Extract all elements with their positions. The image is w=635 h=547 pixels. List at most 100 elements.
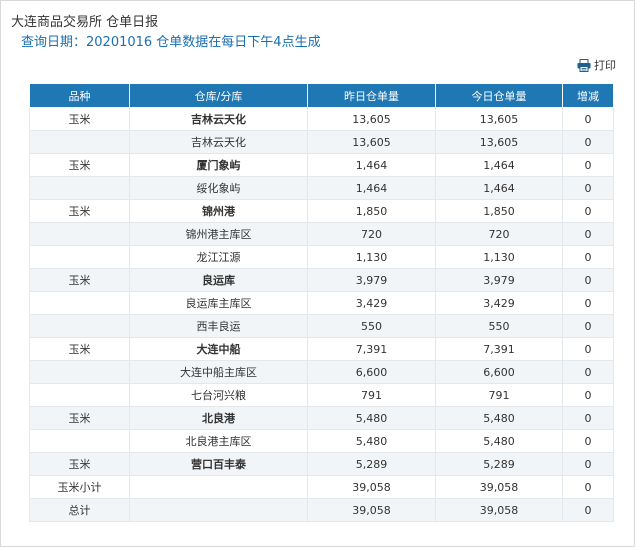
column-header-change: 增减 (562, 83, 614, 108)
cell-warehouse (129, 475, 308, 499)
cell-change: 0 (562, 222, 614, 246)
cell-change: 0 (562, 314, 614, 338)
print-label: 打印 (594, 59, 616, 72)
cell-variety: 玉米 (29, 406, 130, 430)
cell-change: 0 (562, 337, 614, 361)
table-row: 北良港主库区 5,480 5,480 0 (29, 429, 614, 453)
cell-warehouse: 营口百丰泰 (129, 452, 308, 476)
cell-today: 3,979 (435, 268, 563, 292)
cell-today: 39,058 (435, 498, 563, 522)
table-row: 玉米小计 39,058 39,058 0 (29, 475, 614, 499)
column-header-warehouse: 仓库/分库 (129, 83, 308, 108)
cell-variety: 玉米 (29, 199, 130, 223)
table-row: 玉米 营口百丰泰 5,289 5,289 0 (29, 452, 614, 476)
cell-change: 0 (562, 406, 614, 430)
cell-warehouse: 大连中船主库区 (129, 360, 308, 384)
cell-yesterday: 13,605 (307, 130, 436, 154)
cell-variety: 总计 (29, 498, 130, 522)
cell-today: 1,130 (435, 245, 563, 269)
cell-warehouse: 良运库主库区 (129, 291, 308, 315)
cell-change: 0 (562, 291, 614, 315)
cell-today: 6,600 (435, 360, 563, 384)
cell-yesterday: 5,480 (307, 406, 436, 430)
cell-variety (29, 314, 130, 338)
cell-warehouse: 西丰良运 (129, 314, 308, 338)
cell-yesterday: 1,130 (307, 245, 436, 269)
cell-variety (29, 429, 130, 453)
cell-warehouse (129, 498, 308, 522)
cell-variety (29, 291, 130, 315)
cell-variety (29, 245, 130, 269)
cell-warehouse: 大连中船 (129, 337, 308, 361)
cell-yesterday: 1,464 (307, 153, 436, 177)
cell-today: 720 (435, 222, 563, 246)
cell-warehouse: 吉林云天化 (129, 130, 308, 154)
cell-yesterday: 1,850 (307, 199, 436, 223)
cell-today: 13,605 (435, 107, 563, 131)
cell-change: 0 (562, 199, 614, 223)
printer-icon (577, 58, 591, 72)
table-row: 锦州港主库区 720 720 0 (29, 222, 614, 246)
page-title: 大连商品交易所 仓单日报 (11, 15, 159, 30)
table-row: 绥化象屿 1,464 1,464 0 (29, 176, 614, 200)
table-row: 玉米 锦州港 1,850 1,850 0 (29, 199, 614, 223)
cell-yesterday: 550 (307, 314, 436, 338)
cell-variety: 玉米 (29, 107, 130, 131)
cell-change: 0 (562, 452, 614, 476)
cell-warehouse: 北良港主库区 (129, 429, 308, 453)
cell-yesterday: 3,979 (307, 268, 436, 292)
cell-today: 39,058 (435, 475, 563, 499)
cell-warehouse: 良运库 (129, 268, 308, 292)
cell-variety: 玉米 (29, 337, 130, 361)
cell-variety: 玉米小计 (29, 475, 130, 499)
cell-today: 550 (435, 314, 563, 338)
cell-change: 0 (562, 268, 614, 292)
cell-today: 5,480 (435, 429, 563, 453)
cell-today: 791 (435, 383, 563, 407)
cell-yesterday: 3,429 (307, 291, 436, 315)
cell-change: 0 (562, 383, 614, 407)
cell-today: 13,605 (435, 130, 563, 154)
table-row: 玉米 北良港 5,480 5,480 0 (29, 406, 614, 430)
print-button[interactable]: 打印 (577, 57, 616, 73)
table-row: 吉林云天化 13,605 13,605 0 (29, 130, 614, 154)
table-row: 大连中船主库区 6,600 6,600 0 (29, 360, 614, 384)
cell-warehouse: 锦州港主库区 (129, 222, 308, 246)
table-row: 总计 39,058 39,058 0 (29, 498, 614, 522)
cell-variety: 玉米 (29, 268, 130, 292)
cell-variety (29, 383, 130, 407)
table-row: 西丰良运 550 550 0 (29, 314, 614, 338)
column-header-yesterday: 昨日仓单量 (307, 83, 436, 108)
cell-today: 7,391 (435, 337, 563, 361)
cell-yesterday: 6,600 (307, 360, 436, 384)
cell-variety (29, 360, 130, 384)
cell-today: 1,464 (435, 153, 563, 177)
cell-change: 0 (562, 429, 614, 453)
cell-yesterday: 720 (307, 222, 436, 246)
cell-change: 0 (562, 107, 614, 131)
cell-today: 1,464 (435, 176, 563, 200)
cell-change: 0 (562, 130, 614, 154)
cell-warehouse: 绥化象屿 (129, 176, 308, 200)
cell-yesterday: 13,605 (307, 107, 436, 131)
cell-warehouse: 锦州港 (129, 199, 308, 223)
cell-yesterday: 7,391 (307, 337, 436, 361)
table-header-row: 品种 仓库/分库 昨日仓单量 今日仓单量 增减 (29, 83, 614, 108)
cell-today: 5,289 (435, 452, 563, 476)
cell-variety (29, 222, 130, 246)
warehouse-receipt-table: 品种 仓库/分库 昨日仓单量 今日仓单量 增减 玉米 吉林云天化 13,605 13,… (29, 83, 614, 522)
table-row: 龙江江源 1,130 1,130 0 (29, 245, 614, 269)
cell-yesterday: 1,464 (307, 176, 436, 200)
cell-yesterday: 39,058 (307, 475, 436, 499)
cell-warehouse: 北良港 (129, 406, 308, 430)
cell-change: 0 (562, 360, 614, 384)
cell-warehouse: 吉林云天化 (129, 107, 308, 131)
column-header-today: 今日仓单量 (435, 83, 563, 108)
cell-yesterday: 39,058 (307, 498, 436, 522)
table-row: 玉米 厦门象屿 1,464 1,464 0 (29, 153, 614, 177)
table-row: 玉米 良运库 3,979 3,979 0 (29, 268, 614, 292)
cell-variety: 玉米 (29, 452, 130, 476)
cell-variety: 玉米 (29, 153, 130, 177)
cell-today: 5,480 (435, 406, 563, 430)
